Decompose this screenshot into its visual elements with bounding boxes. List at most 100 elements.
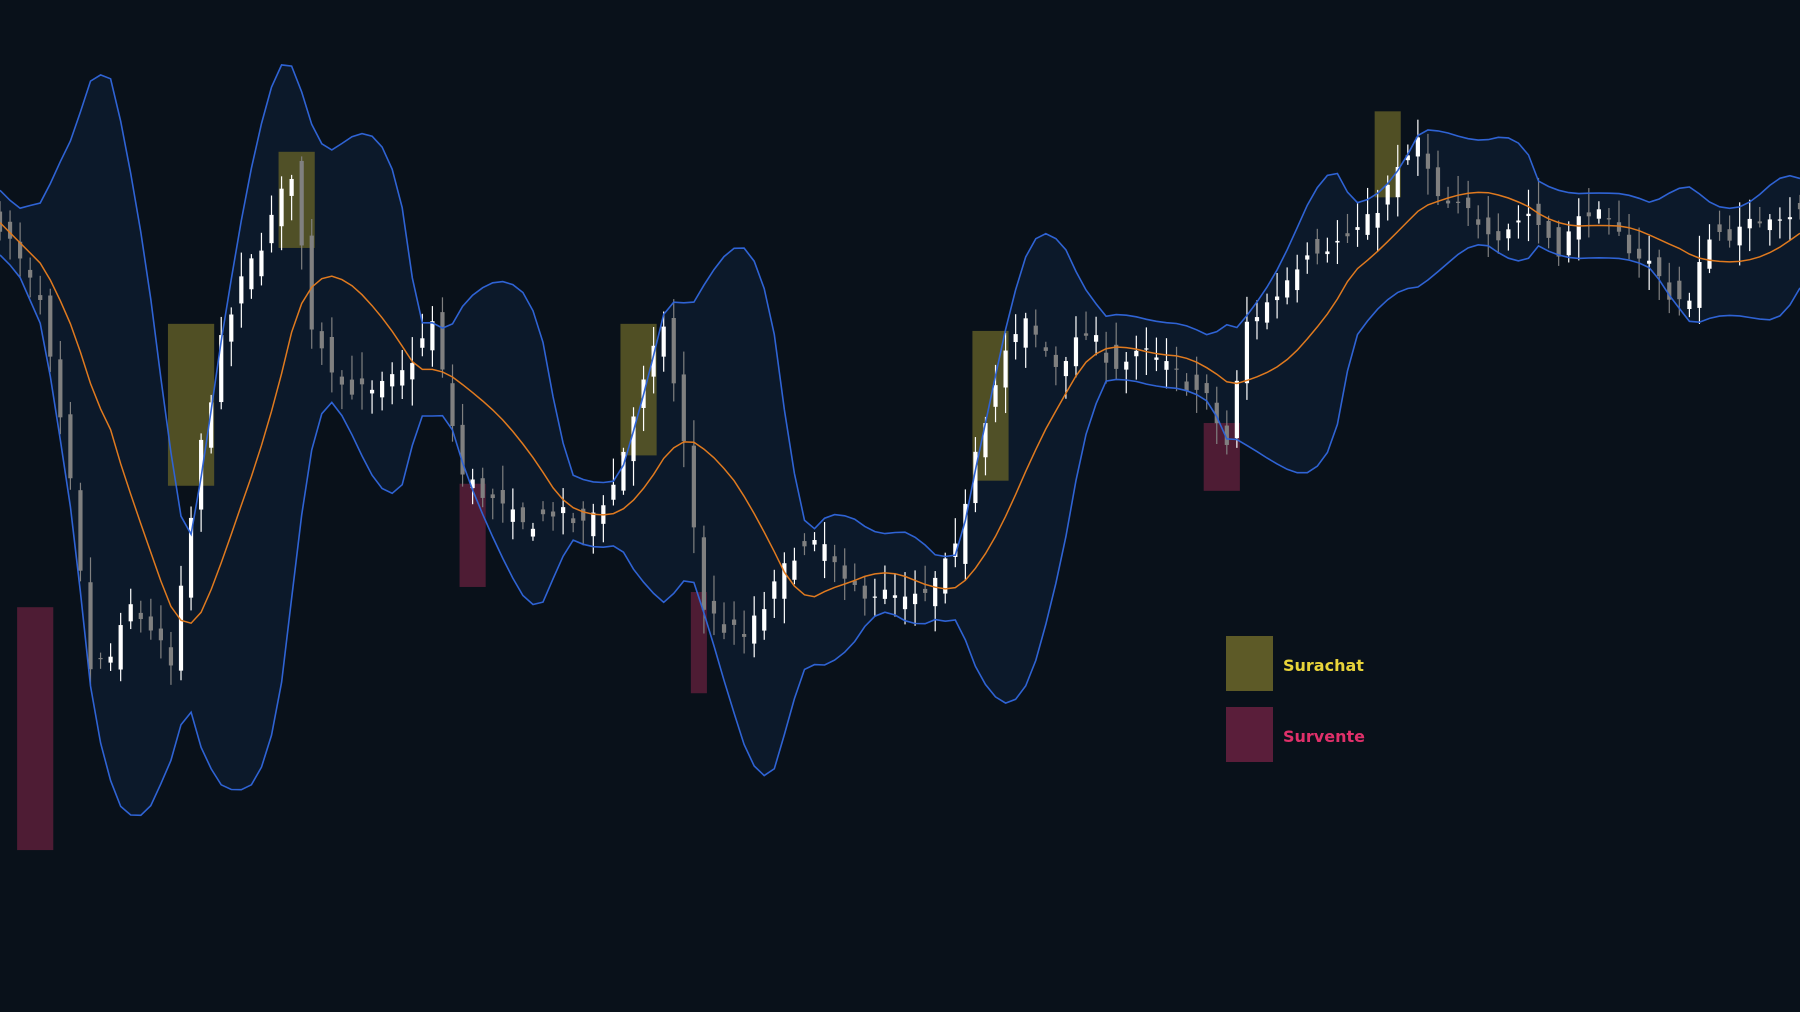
candle-body bbox=[1476, 219, 1481, 225]
candle-body bbox=[651, 345, 656, 377]
candle bbox=[1033, 309, 1038, 348]
candle bbox=[953, 518, 958, 568]
candle bbox=[1174, 346, 1179, 392]
candle-body bbox=[1033, 325, 1038, 335]
candle-body bbox=[1023, 318, 1028, 348]
candle-body bbox=[108, 656, 113, 663]
candle bbox=[882, 565, 888, 605]
candle bbox=[1466, 180, 1471, 226]
candle-body bbox=[1144, 348, 1149, 350]
candle-body bbox=[219, 335, 224, 403]
bollinger-band-layer bbox=[0, 64, 1800, 816]
candle-body bbox=[1647, 260, 1652, 264]
candle-body bbox=[329, 336, 334, 373]
candle bbox=[1023, 312, 1028, 368]
candle-body bbox=[1777, 219, 1782, 221]
candle-body bbox=[762, 609, 767, 631]
candle bbox=[540, 501, 546, 522]
candle-body bbox=[430, 321, 435, 351]
candle-body bbox=[1486, 217, 1491, 235]
candle-body bbox=[209, 402, 214, 448]
candle-body bbox=[269, 214, 274, 244]
candle bbox=[1184, 373, 1189, 396]
candle-body bbox=[1214, 402, 1219, 424]
candle bbox=[1496, 213, 1501, 254]
candle-body bbox=[1114, 344, 1119, 369]
candle-body bbox=[1797, 202, 1800, 210]
candle-body bbox=[1043, 347, 1048, 351]
candle-body bbox=[440, 312, 445, 370]
candle bbox=[58, 340, 63, 435]
candle bbox=[309, 218, 314, 349]
candle bbox=[571, 512, 576, 533]
candle bbox=[1747, 199, 1752, 252]
candle bbox=[1254, 300, 1260, 340]
candle bbox=[832, 544, 837, 583]
candle bbox=[561, 488, 566, 535]
candle bbox=[1104, 331, 1109, 384]
candle-body bbox=[1395, 167, 1400, 198]
candle bbox=[1606, 207, 1612, 235]
candle bbox=[219, 316, 224, 410]
candle-body bbox=[58, 359, 63, 418]
candle bbox=[118, 612, 123, 682]
candle-body bbox=[1315, 238, 1320, 254]
band-lines-layer bbox=[0, 64, 1800, 817]
candle-body bbox=[832, 556, 837, 563]
candle-body bbox=[1576, 216, 1581, 240]
candle-body bbox=[239, 276, 244, 304]
candle bbox=[178, 565, 184, 681]
candle-body bbox=[279, 188, 284, 227]
candle-body bbox=[731, 619, 737, 625]
candle-body bbox=[581, 508, 586, 521]
candle bbox=[651, 326, 656, 394]
candle-body bbox=[802, 541, 807, 547]
candle bbox=[289, 174, 294, 221]
candle bbox=[1285, 267, 1290, 305]
candle bbox=[400, 349, 405, 399]
candle-body bbox=[1053, 354, 1058, 367]
candle bbox=[349, 355, 355, 400]
legend-label-overbought: Surachat bbox=[1283, 656, 1364, 675]
candle-body bbox=[168, 647, 174, 666]
bollinger-band-fill bbox=[0, 64, 1800, 816]
candle-body bbox=[158, 628, 163, 641]
candle-body bbox=[1425, 153, 1431, 169]
candle-body bbox=[1456, 201, 1461, 203]
candle-body bbox=[1134, 350, 1139, 357]
candle bbox=[410, 337, 415, 406]
candle-body bbox=[1737, 226, 1742, 246]
candle-body bbox=[500, 490, 505, 504]
candle-body bbox=[1606, 218, 1612, 220]
candle bbox=[681, 351, 686, 468]
candle-body bbox=[1767, 219, 1772, 231]
candle bbox=[671, 299, 676, 402]
overbought-zone bbox=[278, 151, 315, 248]
candle-body bbox=[550, 511, 556, 517]
candle bbox=[742, 610, 747, 654]
candle bbox=[731, 601, 737, 645]
candle-body bbox=[842, 565, 847, 579]
candle-body bbox=[1707, 239, 1712, 269]
candle-body bbox=[1063, 361, 1069, 377]
candle-body bbox=[611, 484, 616, 500]
candle-body bbox=[420, 338, 425, 348]
candle-body bbox=[1124, 361, 1129, 370]
candle bbox=[711, 575, 717, 636]
candle-body bbox=[1104, 352, 1109, 363]
candle bbox=[923, 565, 928, 602]
candle-body bbox=[561, 507, 566, 514]
candle bbox=[1164, 338, 1169, 389]
candle bbox=[0, 201, 3, 241]
candle bbox=[611, 458, 616, 506]
candle-body bbox=[28, 269, 33, 278]
candle bbox=[269, 195, 274, 253]
candle-body bbox=[701, 537, 707, 610]
candle bbox=[380, 371, 385, 411]
candle bbox=[339, 370, 344, 410]
oversold-zone bbox=[1203, 423, 1240, 491]
candle bbox=[1797, 194, 1800, 220]
candle-body bbox=[0, 211, 3, 232]
candle bbox=[1717, 210, 1722, 241]
candle bbox=[550, 502, 556, 531]
